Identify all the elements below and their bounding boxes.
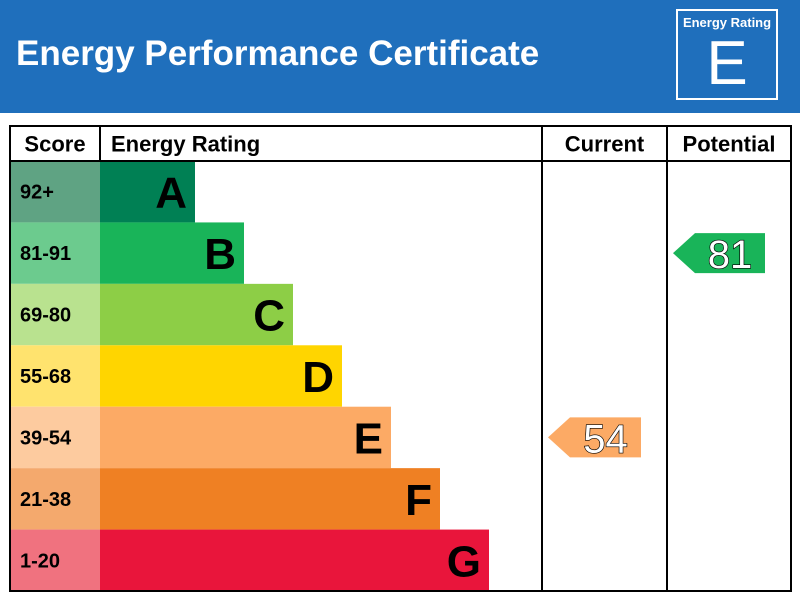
score-label: 39-54: [20, 427, 72, 449]
score-cell: [10, 406, 100, 469]
column-header-rating: Energy Rating: [111, 132, 260, 157]
current-rating-value: 54: [583, 417, 628, 461]
energy-rating-badge: Energy Rating E: [676, 9, 778, 100]
header-banner: Energy Performance Certificate Energy Ra…: [0, 0, 800, 113]
badge-letter: E: [706, 29, 748, 98]
score-label: 1-20: [20, 550, 60, 572]
rating-bar: [100, 468, 440, 530]
table-border: [9, 125, 792, 592]
page-title: Energy Performance Certificate: [16, 34, 540, 73]
score-cell: [10, 468, 100, 530]
badge-label: Energy Rating: [682, 15, 772, 30]
score-label: 92+: [20, 182, 54, 204]
current-rating-arrow: [548, 417, 641, 458]
rating-bar: [100, 529, 489, 591]
rating-bar: [100, 406, 391, 469]
rating-letter: A: [155, 169, 187, 218]
rating-bar: [100, 161, 195, 223]
column-header-potential: Potential: [683, 132, 776, 157]
column-header-current: Current: [565, 132, 645, 157]
potential-rating-value: 81: [708, 233, 753, 277]
potential-rating-arrow: [673, 233, 765, 274]
score-label: 81-91: [20, 243, 71, 265]
rating-letter: E: [354, 414, 383, 463]
rating-letter: B: [204, 230, 236, 279]
score-label: 55-68: [20, 366, 71, 388]
rating-letter: D: [302, 353, 334, 402]
score-label: 21-38: [20, 489, 71, 511]
score-cell: [10, 345, 100, 407]
score-cell: [10, 161, 100, 223]
rating-letter: C: [253, 292, 285, 341]
rating-letter: F: [405, 476, 432, 525]
score-cell: [10, 529, 100, 591]
column-header-score: Score: [24, 132, 85, 157]
rating-letter: G: [447, 537, 481, 586]
score-cell: [10, 222, 100, 284]
score-label: 69-80: [20, 305, 71, 327]
rating-bar: [100, 345, 342, 407]
rating-bar: [100, 222, 244, 284]
score-cell: [10, 283, 100, 346]
rating-bar: [100, 283, 293, 346]
